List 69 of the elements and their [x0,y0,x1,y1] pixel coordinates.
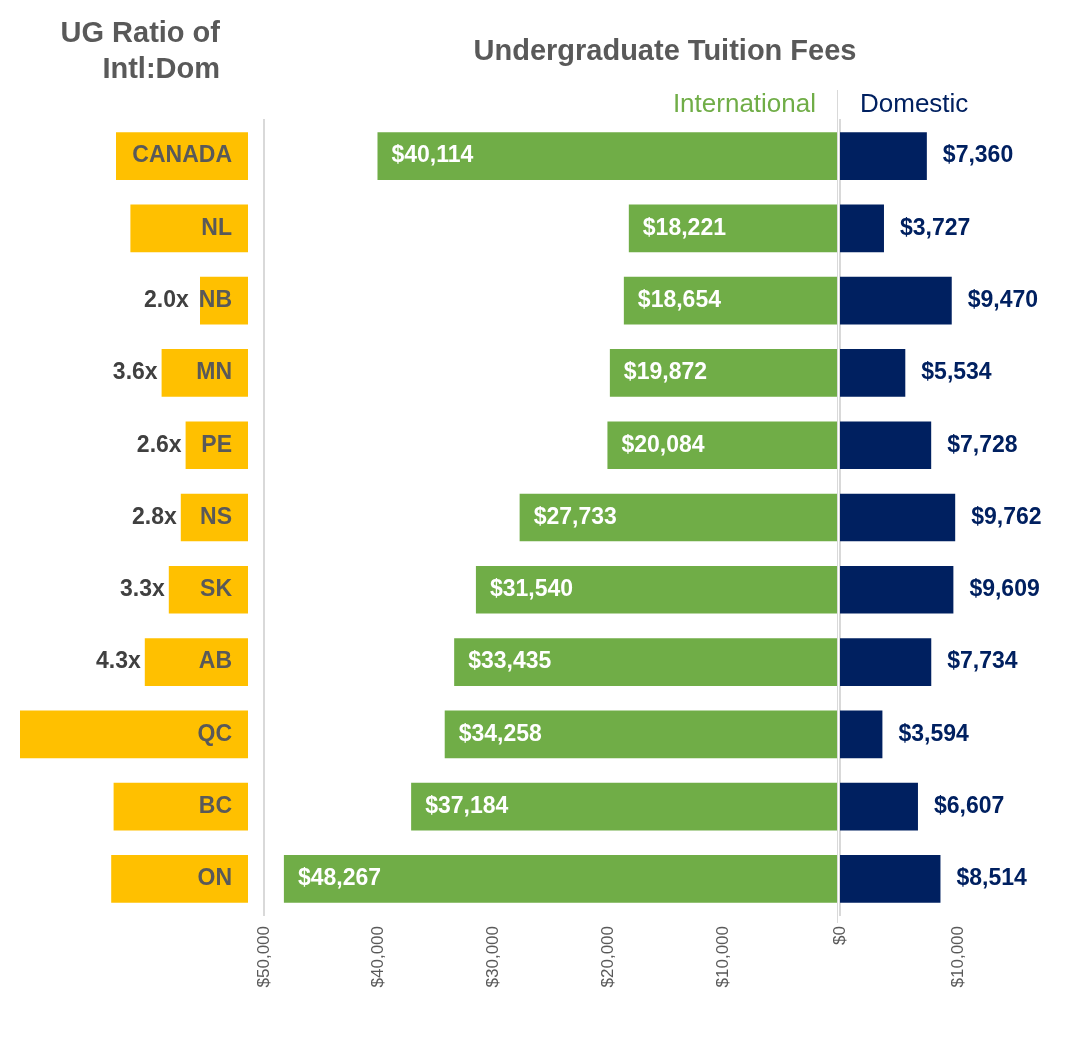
data-label: $6,607 [933,791,1005,818]
data-label: $18,221 [642,213,727,240]
data-label: $48,267 [297,864,382,891]
y-tick-label: NS [200,502,232,529]
y-tick-label: PE [201,430,232,457]
bar [130,204,248,253]
series-label: International [672,88,816,119]
x-tick-label: $10,000 [947,926,967,988]
bar [840,349,906,397]
bar [161,349,248,397]
data-label: $19,872 [623,358,708,385]
data-label: 4.3x [96,647,142,674]
y-tick-label: MN [196,358,232,385]
bar [840,710,883,759]
bar [840,204,884,253]
data-label: $37,184 [425,791,509,818]
data-label: $7,728 [947,430,1018,457]
bar [20,710,248,759]
y-tick-label: NB [198,286,232,313]
data-label: $3,594 [898,719,969,746]
y-tick-label: ON [197,864,232,891]
x-tick-label: $20,000 [598,926,618,988]
data-label: 2.6x [136,430,182,457]
bar [185,421,248,470]
data-label: $9,609 [969,575,1040,602]
data-label: $7,360 [942,141,1014,168]
bar [840,855,941,903]
y-tick-label: QC [197,719,232,746]
bar [113,782,248,831]
data-label: $31,540 [489,575,574,602]
data-label: $18,654 [637,286,722,313]
x-tick-label: $40,000 [368,926,388,988]
data-label: 2.8x [132,502,178,529]
series-label: Domestic [860,88,969,119]
bar [111,855,248,903]
bar [840,638,932,686]
x-tick-label: $0 [829,926,849,945]
bar [840,276,952,325]
data-label: $40,114 [391,141,474,168]
y-tick-label: BC [198,791,232,818]
y-tick-label: CANADA [132,141,232,168]
chart-title: Undergraduate Tuition Fees [472,33,858,68]
data-label: 3.3x [120,575,166,602]
bar [840,565,954,614]
bar [144,638,248,686]
data-label: 3.6x [112,358,158,385]
bar [840,421,932,470]
y-tick-label: SK [200,575,233,602]
data-label: $8,514 [956,864,1028,891]
data-label: $9,762 [971,502,1042,529]
bar [168,565,248,614]
bar [840,493,956,542]
chart-title: UG Ratio of Intl:Dom [59,15,220,86]
bar [840,782,918,831]
bar [840,132,927,180]
x-tick-label: $30,000 [483,926,503,988]
data-label: $9,470 [967,286,1039,313]
y-tick-label: NL [201,213,232,240]
x-tick-label: $10,000 [712,926,732,988]
data-label: 2.0x [144,286,189,313]
data-label: $3,727 [899,213,971,240]
x-tick-label: $50,000 [253,926,273,988]
y-tick-label: AB [198,647,232,674]
data-label: $5,534 [921,358,992,385]
data-label: $33,435 [468,647,552,674]
data-label: $27,733 [533,502,617,529]
data-label: $7,734 [947,647,1018,674]
data-label: $34,258 [458,719,543,746]
data-label: $20,084 [621,430,705,457]
